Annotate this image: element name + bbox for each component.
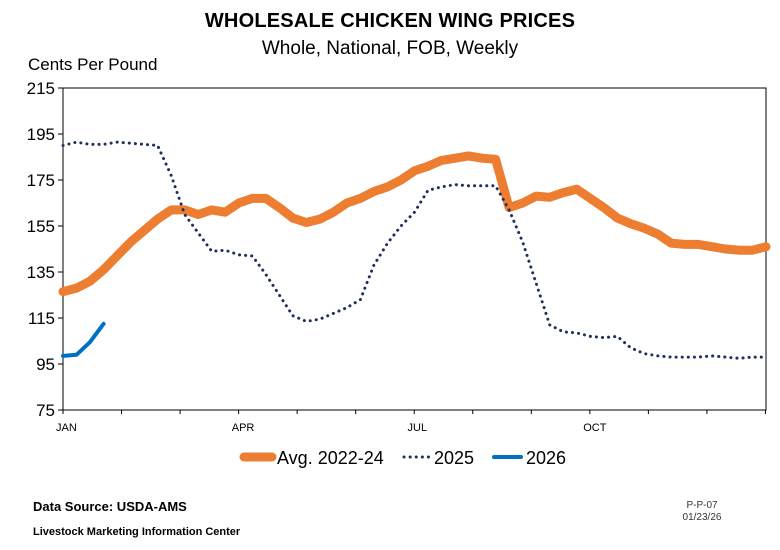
legend-label-1: Avg. 2022-24 — [277, 448, 384, 468]
series-line-2 — [61, 140, 768, 360]
y-tick-label: 195 — [27, 125, 55, 144]
legend-label-3: 2026 — [526, 448, 566, 468]
organization-name: Livestock Marketing Information Center — [33, 526, 241, 538]
y-tick-label: 155 — [27, 217, 55, 236]
chart-code-id: P-P-07 — [686, 500, 718, 511]
y-tick-label: 95 — [36, 355, 55, 374]
x-tick-label: JAN — [56, 422, 77, 434]
chart-date: 01/23/26 — [682, 512, 722, 523]
series-line-3 — [61, 321, 106, 358]
plot-frame — [62, 87, 767, 411]
x-tick-label: APR — [232, 422, 255, 434]
y-tick-label: 175 — [27, 171, 55, 190]
chart-subtitle: Whole, National, FOB, Weekly — [261, 38, 519, 59]
x-tick-label: OCT — [583, 422, 607, 434]
chart-title: WHOLESALE CHICKEN WING PRICES — [204, 10, 576, 32]
chart-code: P-P-07 01/23/26 — [672, 500, 732, 524]
y-axis-label: Cents Per Pound — [28, 55, 158, 74]
data-source: Data Source: USDA-AMS — [33, 499, 187, 514]
y-tick-label: 135 — [27, 263, 55, 282]
legend-label-2: 2025 — [434, 448, 474, 468]
y-tick-label: 75 — [36, 401, 55, 420]
series-line-1 — [58, 151, 771, 297]
x-tick-label: JUL — [408, 422, 428, 434]
y-tick-label: 115 — [28, 309, 55, 328]
y-tick-label: 215 — [27, 79, 55, 98]
